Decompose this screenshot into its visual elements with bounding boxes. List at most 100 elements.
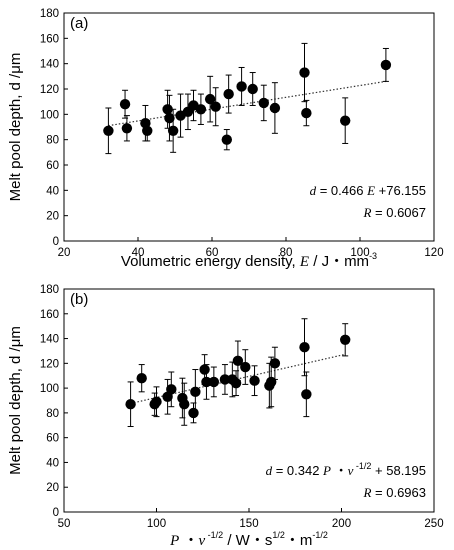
eq-dot-b: ・ <box>331 463 348 478</box>
x-tick-label: 40 <box>132 247 145 259</box>
eq-intercept-b: + 58.195 <box>371 463 426 478</box>
point-marker <box>299 342 310 353</box>
point-marker <box>208 376 220 388</box>
data-point <box>240 349 251 385</box>
equation-line1-b: d = 0.342 P ・v -1/2 + 58.195 <box>266 461 426 478</box>
data-point <box>195 93 207 125</box>
data-point <box>210 87 221 127</box>
data-point <box>221 129 232 151</box>
data-point <box>179 382 190 426</box>
y-tick-label: 20 <box>46 211 59 223</box>
x-label-unit-a: / J・mm <box>309 253 369 270</box>
point-marker <box>230 377 242 389</box>
point-marker <box>249 375 260 386</box>
x-label-sup3-b: -1/2 <box>312 530 328 540</box>
point-marker <box>190 386 201 398</box>
point-marker <box>204 93 216 105</box>
eq-var-d-b: d <box>266 463 273 478</box>
eq-var-r-b: R <box>362 485 371 500</box>
point-marker <box>299 67 310 78</box>
point-marker <box>151 396 162 407</box>
y-tick-label: 160 <box>40 33 59 45</box>
x-label-var-v-b: v <box>198 533 205 549</box>
point-marker <box>119 99 131 110</box>
data-point <box>151 386 162 418</box>
data-point <box>269 346 281 380</box>
data-points-a <box>103 42 392 155</box>
y-tick-label: 100 <box>40 109 59 121</box>
data-point <box>204 75 216 123</box>
point-marker <box>258 97 269 109</box>
data-point <box>201 364 212 400</box>
point-marker <box>301 107 312 119</box>
data-point <box>125 381 136 428</box>
point-marker <box>269 358 281 369</box>
y-tick-label: 40 <box>46 185 59 197</box>
point-marker <box>210 101 221 112</box>
eq-var-r-a: R <box>362 205 371 220</box>
point-marker <box>136 373 147 384</box>
x-label-var-a: E <box>299 254 309 270</box>
x-tick-label: 250 <box>424 518 443 530</box>
data-point <box>103 107 114 155</box>
trendline-b <box>130 353 346 405</box>
data-point <box>188 402 199 424</box>
equation-line1-a: d = 0.466 E +76.155 <box>310 183 426 198</box>
data-point <box>236 66 247 106</box>
x-tick-label: 60 <box>206 247 219 259</box>
y-tick-label: 100 <box>40 383 59 395</box>
data-point <box>119 89 131 119</box>
point-marker <box>221 134 232 145</box>
data-point <box>223 74 234 114</box>
data-point <box>340 323 351 357</box>
y-tick-label: 20 <box>46 482 59 494</box>
plot-area-b <box>63 288 435 513</box>
eq-var-p-b: P <box>322 463 331 478</box>
data-point <box>208 366 220 398</box>
x-tick-label: 200 <box>332 518 351 530</box>
point-marker <box>167 125 179 136</box>
point-marker <box>125 399 136 410</box>
data-point <box>177 377 188 419</box>
data-point <box>301 371 312 418</box>
data-point <box>380 47 392 82</box>
point-marker <box>103 125 114 136</box>
x-label-var-p-b: P <box>169 533 179 549</box>
data-point <box>162 89 173 129</box>
data-points-b <box>125 318 351 428</box>
x-tick-label: 100 <box>350 247 369 259</box>
eq-intercept-a: +76.155 <box>375 183 426 198</box>
trendline-a <box>108 80 386 127</box>
x-label-text-a: Volumetric energy density, <box>121 253 300 270</box>
x-label-sup1-b: -1/2 <box>205 530 223 540</box>
y-axis-label-a: Melt pool depth, d /μm <box>7 53 24 202</box>
x-tick-label: 80 <box>280 247 293 259</box>
y-tick-label: 140 <box>40 334 59 346</box>
point-marker <box>301 389 312 400</box>
point-marker <box>247 83 258 95</box>
x-label-unit2-b: ・m <box>285 532 313 549</box>
x-tick-label: 50 <box>58 518 71 530</box>
y-tick-label: 80 <box>46 408 59 420</box>
data-point <box>232 340 244 382</box>
y-tick-label: 60 <box>46 433 59 445</box>
point-marker <box>162 104 173 115</box>
y-tick-label: 0 <box>53 236 59 248</box>
point-marker <box>201 376 212 388</box>
data-point <box>247 72 258 106</box>
y-tick-label: 40 <box>46 457 59 469</box>
panel-label-b: (b) <box>70 291 88 308</box>
eq-coef-a: = 0.466 <box>316 183 367 198</box>
point-marker <box>240 361 251 373</box>
point-marker <box>142 125 153 136</box>
point-marker <box>269 102 281 114</box>
x-axis-label-b: P ・v -1/2 / W・s1/2・m-1/2 <box>169 530 328 549</box>
eq-sup-b: -1/2 <box>353 461 371 471</box>
y-tick-label: 180 <box>40 8 59 20</box>
eq-var-v-b: v <box>348 463 354 478</box>
y-axis-ticks-b: 0 20 40 60 80 100 120 140 160 180 <box>40 284 68 519</box>
point-marker <box>121 123 133 134</box>
y-tick-label: 80 <box>46 135 59 147</box>
x-tick-label: 120 <box>424 247 443 259</box>
